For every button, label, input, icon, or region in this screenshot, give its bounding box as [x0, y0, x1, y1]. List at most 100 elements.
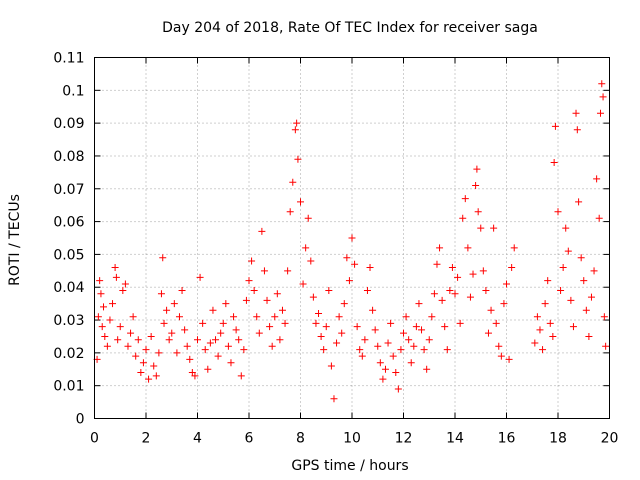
- data-point: [428, 313, 436, 321]
- data-point: [124, 342, 132, 350]
- data-point: [217, 329, 225, 337]
- data-point: [230, 313, 238, 321]
- data-point: [227, 359, 235, 367]
- data-point: [183, 342, 191, 350]
- y-tick-label: 0.08: [53, 149, 84, 165]
- data-point: [369, 306, 377, 314]
- data-point: [132, 352, 140, 360]
- data-point: [484, 329, 492, 337]
- data-point: [546, 319, 554, 327]
- data-point: [191, 372, 199, 380]
- data-point: [258, 227, 266, 235]
- data-point: [536, 326, 544, 334]
- data-point: [109, 300, 117, 308]
- data-point: [456, 319, 464, 327]
- data-point: [289, 178, 297, 186]
- data-point: [410, 342, 418, 350]
- data-point: [260, 267, 268, 275]
- data-point: [150, 362, 158, 370]
- data-point: [160, 319, 168, 327]
- data-point: [309, 293, 317, 301]
- data-point: [112, 273, 120, 281]
- y-axis-label: ROTI / TECUs: [7, 194, 23, 286]
- data-point: [533, 313, 541, 321]
- data-point: [595, 214, 603, 222]
- data-point: [253, 313, 261, 321]
- data-point: [212, 336, 220, 344]
- data-point: [361, 336, 369, 344]
- data-point: [98, 323, 106, 331]
- y-tick-label: 0.04: [53, 280, 84, 296]
- data-point: [232, 326, 240, 334]
- data-point: [204, 365, 212, 373]
- data-point: [593, 175, 601, 183]
- data-point: [376, 359, 384, 367]
- data-point: [137, 369, 145, 377]
- data-point: [562, 224, 570, 232]
- data-point: [400, 329, 407, 337]
- data-point: [273, 290, 281, 298]
- data-point: [448, 264, 456, 272]
- data-point: [412, 323, 420, 331]
- data-point: [384, 339, 392, 347]
- data-point: [436, 244, 444, 252]
- data-point: [111, 264, 119, 272]
- data-point: [116, 323, 124, 331]
- data-point: [255, 329, 263, 337]
- y-tick-label: 0.09: [53, 116, 84, 132]
- data-point: [250, 287, 258, 295]
- data-point: [181, 326, 189, 334]
- data-point: [201, 346, 209, 354]
- data-point: [569, 323, 577, 331]
- data-point: [139, 359, 147, 367]
- data-point: [495, 342, 503, 350]
- data-point: [163, 306, 171, 314]
- data-point: [175, 313, 183, 321]
- data-point: [178, 287, 186, 295]
- x-tick-label: 0: [90, 431, 99, 447]
- tick-labels: 0 2 4 6 8 10 12 14 16 18 20 0 0.01 0.02 0.03 0.04 0.05 0.…: [53, 51, 618, 447]
- data-point: [575, 198, 583, 206]
- data-point: [152, 372, 160, 380]
- x-tick-label: 10: [343, 431, 361, 447]
- data-point: [472, 181, 480, 189]
- data-point: [219, 319, 227, 327]
- data-point: [209, 306, 217, 314]
- x-tick-label: 20: [601, 431, 619, 447]
- y-tick-label: 0.1: [62, 83, 84, 99]
- data-point: [194, 336, 201, 344]
- y-tick-label: 0.02: [53, 346, 84, 362]
- data-point: [94, 313, 102, 321]
- data-point: [389, 352, 397, 360]
- data-point: [500, 300, 508, 308]
- data-point: [338, 329, 346, 337]
- data-point: [121, 280, 129, 288]
- data-point: [291, 126, 299, 134]
- data-point: [281, 319, 289, 327]
- data-point: [119, 287, 127, 295]
- data-point: [242, 296, 250, 304]
- data-point: [469, 270, 477, 278]
- data-point: [559, 264, 567, 272]
- data-point: [479, 267, 487, 275]
- data-point: [340, 300, 348, 308]
- data-point: [101, 332, 109, 340]
- data-point: [293, 119, 301, 127]
- x-axis-label: GPS time / hours: [291, 458, 408, 474]
- data-point: [320, 346, 328, 354]
- data-point: [142, 346, 150, 354]
- data-point: [599, 93, 607, 101]
- data-point: [284, 267, 292, 275]
- data-point: [461, 195, 469, 203]
- data-point: [304, 214, 312, 222]
- data-point: [567, 296, 575, 304]
- data-point: [129, 313, 137, 321]
- y-tick-label: 0.05: [53, 247, 84, 263]
- data-point: [564, 247, 572, 255]
- data-point: [173, 349, 181, 357]
- data-point: [473, 165, 481, 173]
- data-point: [358, 352, 366, 360]
- data-point: [106, 316, 114, 324]
- data-point: [508, 264, 516, 272]
